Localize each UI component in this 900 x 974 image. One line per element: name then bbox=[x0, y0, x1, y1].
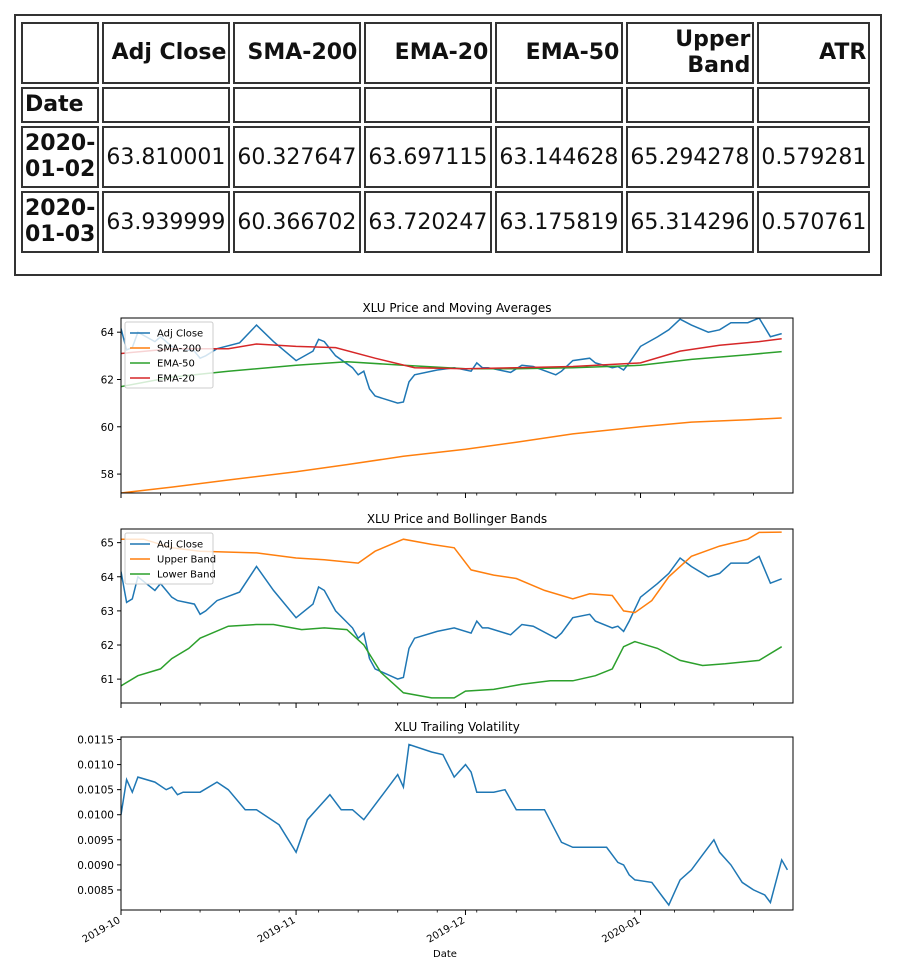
chart-panel-1: XLU Price and Moving Averages 58 60 62 64 Adj… bbox=[101, 301, 794, 498]
y-tick-label: 0.0115 bbox=[77, 735, 114, 747]
legend-label: Lower Band bbox=[157, 570, 216, 581]
index-name-label: Date bbox=[21, 87, 100, 123]
series-line-lower-band bbox=[121, 623, 783, 699]
row-date-text: 2020- 01-03 bbox=[25, 196, 96, 247]
y-tick-label: 58 bbox=[101, 469, 114, 481]
y-tick-label: 0.0095 bbox=[77, 835, 114, 847]
y-tick-label: 0.0110 bbox=[77, 760, 114, 772]
column-header bbox=[21, 22, 100, 84]
plot-frame bbox=[120, 317, 794, 494]
y-tick-label: 60 bbox=[101, 422, 114, 434]
y-tick-label: 63 bbox=[101, 606, 114, 618]
chart-title: XLU Price and Bollinger Bands bbox=[367, 512, 547, 526]
column-header-sma-200: SMA-200 bbox=[233, 22, 362, 84]
empty-cell bbox=[495, 87, 624, 123]
y-tick-label: 64 bbox=[101, 572, 115, 584]
series-line-sma-200 bbox=[121, 417, 782, 493]
row-date-text: 2020- 01-02 bbox=[25, 131, 96, 182]
y-tick-label: 0.0100 bbox=[77, 810, 114, 822]
x-tick-label: 2019-11 bbox=[256, 915, 298, 945]
table-cell: 63.175819 bbox=[495, 191, 624, 253]
series-line-ema-20 bbox=[121, 338, 782, 370]
series-line-upper-band bbox=[121, 531, 782, 614]
legend-label: EMA-50 bbox=[157, 359, 195, 370]
legend-label: Adj Close bbox=[157, 329, 203, 340]
y-tick-label: 61 bbox=[101, 674, 114, 686]
table-cell: 65.314296 bbox=[626, 191, 755, 253]
x-tick-label: 2019-12 bbox=[425, 915, 467, 945]
y-tick-label: 0.0090 bbox=[77, 860, 114, 872]
table-header-row: Adj Close SMA-200 EMA-20 EMA-50 Upper Ban… bbox=[21, 22, 871, 84]
empty-cell bbox=[233, 87, 362, 123]
table-row: 2020- 01-03 63.939999 60.366702 63.720247… bbox=[21, 191, 871, 253]
table-cell: 63.720247 bbox=[364, 191, 493, 253]
table-cell: 0.579281 bbox=[757, 126, 871, 188]
y-tick-label: 64 bbox=[101, 327, 115, 339]
x-tick-label: 2020-01 bbox=[600, 915, 642, 945]
column-header-ema-20: EMA-20 bbox=[364, 22, 493, 84]
table-cell: 63.697115 bbox=[364, 126, 493, 188]
legend-label: SMA-200 bbox=[157, 344, 201, 355]
row-date-label: 2020- 01-03 bbox=[21, 191, 100, 253]
x-tick-label: 2019-10 bbox=[81, 915, 123, 945]
column-header-upper-band: Upper Band bbox=[626, 22, 755, 84]
x-axis-label: Date bbox=[433, 949, 457, 960]
series-line-adj-close bbox=[121, 555, 782, 680]
legend-label: EMA-20 bbox=[157, 374, 195, 385]
empty-cell bbox=[626, 87, 755, 123]
chart-title: XLU Trailing Volatility bbox=[394, 720, 520, 734]
table-cell: 63.939999 bbox=[102, 191, 231, 253]
legend-box bbox=[124, 532, 214, 585]
y-tick-label: 62 bbox=[101, 640, 114, 652]
y-tick-label: 0.0105 bbox=[77, 785, 114, 797]
column-header-adj-close: Adj Close bbox=[102, 22, 231, 84]
y-tick-label: 62 bbox=[101, 374, 114, 386]
legend-box bbox=[124, 321, 214, 389]
plot-frame bbox=[120, 736, 794, 911]
chart-title: XLU Price and Moving Averages bbox=[362, 301, 551, 315]
y-tick-label: 65 bbox=[101, 538, 114, 550]
row-date-label: 2020- 01-02 bbox=[21, 126, 100, 188]
empty-cell bbox=[364, 87, 493, 123]
index-name-row: Date bbox=[21, 87, 871, 123]
chart-panel-3: XLU Trailing Volatility 0.0085 0.0090 0.009… bbox=[77, 720, 794, 960]
empty-cell bbox=[102, 87, 231, 123]
legend-label: Upper Band bbox=[157, 555, 216, 566]
empty-cell bbox=[757, 87, 871, 123]
legend-label: Adj Close bbox=[157, 540, 203, 551]
table-cell: 60.366702 bbox=[233, 191, 362, 253]
dataframe-table-frame: Adj Close SMA-200 EMA-20 EMA-50 Upper Ban… bbox=[14, 14, 882, 276]
table-row: 2020- 01-02 63.810001 60.327647 63.697115… bbox=[21, 126, 871, 188]
table-cell: 63.810001 bbox=[102, 126, 231, 188]
table-cell: 65.294278 bbox=[626, 126, 755, 188]
table-cell: 60.327647 bbox=[233, 126, 362, 188]
column-header-ema-50: EMA-50 bbox=[495, 22, 624, 84]
y-tick-label: 0.0085 bbox=[77, 885, 114, 897]
table-cell: 63.144628 bbox=[495, 126, 624, 188]
dataframe-table: Adj Close SMA-200 EMA-20 EMA-50 Upper Ban… bbox=[18, 19, 873, 256]
column-header-atr: ATR bbox=[757, 22, 871, 84]
table-cell: 0.570761 bbox=[757, 191, 871, 253]
series-line-volatility bbox=[121, 743, 789, 907]
plot-frame bbox=[120, 528, 794, 704]
chart-panel-2: XLU Price and Bollinger Bands 61 62 63 64 65 A… bbox=[101, 512, 794, 708]
